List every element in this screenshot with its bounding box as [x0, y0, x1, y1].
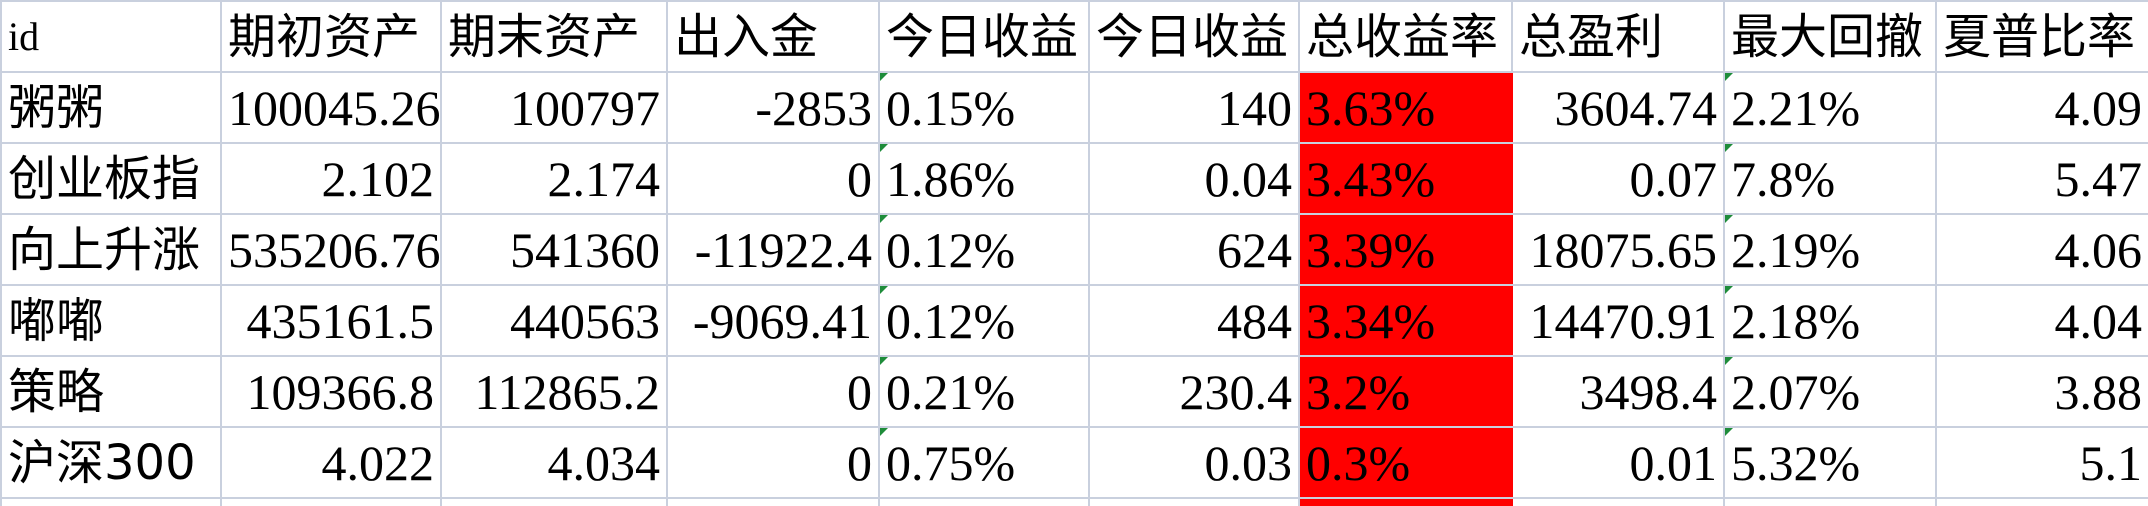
cell-total-profit[interactable]: 18075.65 [1511, 213, 1725, 286]
cell-id[interactable]: 粥粥 [0, 71, 222, 144]
cell-today-return[interactable]: 0.03 [1088, 426, 1300, 499]
cell-id[interactable]: 嘟嘟 [0, 284, 222, 357]
cell-today-return[interactable]: 484 [1088, 284, 1300, 357]
header-cell-max-drawdown[interactable]: 最大回撤 [1723, 0, 1937, 73]
table-row: 沪深300 4.022 4.034 0 0.75% 0.03 0.3% 0.01… [0, 426, 2148, 499]
cell-end-assets[interactable]: 541360 [440, 213, 668, 286]
cell-max-drawdown[interactable]: 2.21% [1723, 71, 1937, 144]
cell-max-drawdown[interactable]: 7.8% [1723, 142, 1937, 215]
cell-sharpe-ratio[interactable]: 5.1 [1935, 426, 2148, 499]
cell-end-assets[interactable]: 2.174 [440, 142, 668, 215]
header-cell-total-return-rate[interactable]: 总收益率 [1298, 0, 1513, 73]
cell-total-return-rate[interactable]: 3.43% [1298, 142, 1513, 215]
cell-today-return[interactable]: 0.04 [1088, 142, 1300, 215]
cell-end-assets[interactable]: 440563 [440, 284, 668, 357]
cell-empty[interactable] [1723, 497, 1937, 506]
table-row: 策略 109366.8 112865.2 0 0.21% 230.4 3.2% … [0, 355, 2148, 428]
cell-sharpe-ratio[interactable]: 4.04 [1935, 284, 2148, 357]
header-cell-start-assets[interactable]: 期初资产 [220, 0, 442, 73]
cell-deposit-withdrawal[interactable]: -2853 [666, 71, 880, 144]
table-row: 创业板指 2.102 2.174 0 1.86% 0.04 3.43% 0.07… [0, 142, 2148, 215]
cell-empty[interactable] [1511, 497, 1725, 506]
header-cell-deposit-withdrawal[interactable]: 出入金 [666, 0, 880, 73]
cell-sharpe-ratio[interactable]: 3.88 [1935, 355, 2148, 428]
cell-deposit-withdrawal[interactable]: -9069.41 [666, 284, 880, 357]
cell-id[interactable]: 向上升涨 [0, 213, 222, 286]
cell-total-return-rate[interactable]: 3.39% [1298, 213, 1513, 286]
cell-total-profit[interactable]: 14470.91 [1511, 284, 1725, 357]
cell-sharpe-ratio[interactable]: 4.09 [1935, 71, 2148, 144]
cell-start-assets[interactable]: 2.102 [220, 142, 442, 215]
cell-total-profit[interactable]: 0.01 [1511, 426, 1725, 499]
cell-empty[interactable] [440, 497, 668, 506]
cell-max-drawdown[interactable]: 5.32% [1723, 426, 1937, 499]
cell-today-return-pct[interactable]: 0.15% [878, 71, 1090, 144]
cell-sharpe-ratio[interactable]: 5.47 [1935, 142, 2148, 215]
cell-today-return-pct[interactable]: 0.75% [878, 426, 1090, 499]
table-row: 粥粥 100045.26 100797 -2853 0.15% 140 3.63… [0, 71, 2148, 144]
cell-today-return-pct[interactable]: 0.21% [878, 355, 1090, 428]
cell-empty[interactable] [220, 497, 442, 506]
cell-today-return[interactable]: 140 [1088, 71, 1300, 144]
cell-id[interactable]: 策略 [0, 355, 222, 428]
cell-start-assets[interactable]: 4.022 [220, 426, 442, 499]
header-cell-total-profit[interactable]: 总盈利 [1511, 0, 1725, 73]
cell-total-return-rate[interactable]: 3.34% [1298, 284, 1513, 357]
cell-empty[interactable] [1935, 497, 2148, 506]
cell-today-return-pct[interactable]: 0.12% [878, 284, 1090, 357]
header-cell-today-return-pct[interactable]: 今日收益 [878, 0, 1090, 73]
header-cell-end-assets[interactable]: 期末资产 [440, 0, 668, 73]
cell-deposit-withdrawal[interactable]: 0 [666, 426, 880, 499]
cell-max-drawdown[interactable]: 2.19% [1723, 213, 1937, 286]
cell-start-assets[interactable]: 109366.8 [220, 355, 442, 428]
cell-end-assets[interactable]: 4.034 [440, 426, 668, 499]
header-row: id 期初资产 期末资产 出入金 今日收益 今日收益 总收益率 总盈利 最大回撤… [0, 0, 2148, 73]
cell-max-drawdown[interactable]: 2.18% [1723, 284, 1937, 357]
cell-total-return-rate[interactable]: 3.63% [1298, 71, 1513, 144]
cell-start-assets[interactable]: 435161.5 [220, 284, 442, 357]
cell-today-return[interactable]: 230.4 [1088, 355, 1300, 428]
cell-deposit-withdrawal[interactable]: 0 [666, 355, 880, 428]
cell-start-assets[interactable]: 100045.26 [220, 71, 442, 144]
cell-empty[interactable] [0, 497, 222, 506]
header-cell-id[interactable]: id [0, 0, 222, 73]
cell-today-return[interactable]: 624 [1088, 213, 1300, 286]
cell-today-return-pct[interactable]: 1.86% [878, 142, 1090, 215]
table-row-partial [0, 497, 2148, 506]
cell-id[interactable]: 创业板指 [0, 142, 222, 215]
cell-total-return-rate[interactable]: 0.3% [1298, 426, 1513, 499]
cell-end-assets[interactable]: 112865.2 [440, 355, 668, 428]
cell-deposit-withdrawal[interactable]: -11922.4 [666, 213, 880, 286]
cell-start-assets[interactable]: 535206.76 [220, 213, 442, 286]
cell-total-profit[interactable]: 3604.74 [1511, 71, 1725, 144]
header-cell-today-return[interactable]: 今日收益 [1088, 0, 1300, 73]
table-row: 向上升涨 535206.76 541360 -11922.4 0.12% 624… [0, 213, 2148, 286]
cell-empty-highlighted[interactable] [1298, 497, 1513, 506]
cell-end-assets[interactable]: 100797 [440, 71, 668, 144]
cell-empty[interactable] [1088, 497, 1300, 506]
cell-total-return-rate[interactable]: 3.2% [1298, 355, 1513, 428]
cell-sharpe-ratio[interactable]: 4.06 [1935, 213, 2148, 286]
cell-max-drawdown[interactable]: 2.07% [1723, 355, 1937, 428]
cell-empty[interactable] [878, 497, 1090, 506]
cell-today-return-pct[interactable]: 0.12% [878, 213, 1090, 286]
cell-total-profit[interactable]: 0.07 [1511, 142, 1725, 215]
header-cell-sharpe-ratio[interactable]: 夏普比率 [1935, 0, 2148, 73]
cell-deposit-withdrawal[interactable]: 0 [666, 142, 880, 215]
cell-total-profit[interactable]: 3498.4 [1511, 355, 1725, 428]
cell-id[interactable]: 沪深300 [0, 426, 222, 499]
cell-empty[interactable] [666, 497, 880, 506]
table-row: 嘟嘟 435161.5 440563 -9069.41 0.12% 484 3.… [0, 284, 2148, 357]
